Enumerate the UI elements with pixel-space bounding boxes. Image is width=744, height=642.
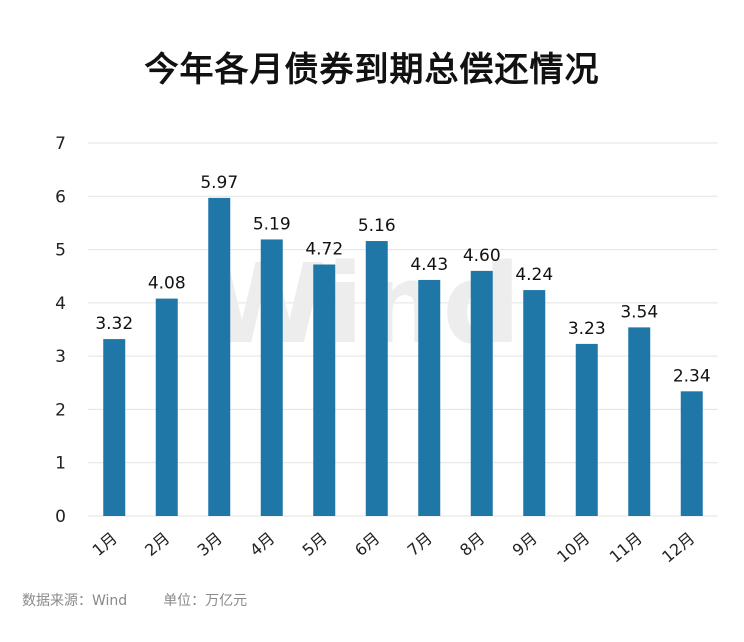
y-tick-label: 5	[55, 241, 66, 261]
watermark: Wind	[205, 240, 521, 368]
bar	[575, 343, 598, 516]
data-label: 2.34	[673, 366, 711, 386]
data-label: 3.32	[95, 314, 133, 334]
bar	[103, 339, 126, 516]
bar	[418, 279, 441, 516]
bar	[155, 298, 178, 516]
x-tick-label: 9月	[509, 529, 541, 560]
data-label: 4.08	[148, 274, 186, 294]
x-tick-label: 4月	[246, 529, 278, 560]
bar	[523, 290, 546, 516]
data-label: 4.60	[463, 246, 501, 266]
x-tick-label: 12月	[658, 529, 698, 567]
x-tick-label: 11月	[606, 529, 646, 567]
x-tick-label: 8月	[456, 529, 488, 560]
y-tick-label: 4	[55, 294, 66, 314]
y-tick-label: 6	[55, 187, 66, 207]
bar	[628, 327, 651, 516]
y-tick-label: 7	[55, 134, 66, 154]
x-axis-ticks: 1月 2月 3月 4月 5月 6月 7月 8月 9月 10月 11月 12月	[89, 529, 699, 567]
data-label: 4.72	[305, 239, 343, 259]
bar	[208, 197, 231, 517]
x-tick-label: 6月	[351, 529, 383, 560]
x-tick-label: 3月	[194, 529, 226, 560]
data-label: 5.97	[200, 173, 238, 193]
data-label: 4.24	[515, 265, 553, 285]
data-label: 3.23	[568, 319, 606, 339]
bars	[103, 197, 703, 517]
y-axis-ticks: 0 1 2 3 4 5 6 7	[55, 134, 66, 527]
y-tick-label: 2	[55, 400, 66, 420]
source-note: 数据来源：Wind	[22, 593, 128, 609]
unit-note: 单位：万亿元	[163, 593, 248, 609]
bar	[680, 391, 703, 516]
chart-title: 今年各月债券到期总偿还情况	[144, 50, 600, 90]
x-tick-label: 5月	[299, 529, 331, 560]
gridlines	[88, 142, 718, 517]
data-label: 4.43	[410, 255, 448, 275]
bar	[365, 241, 388, 516]
data-label: 3.54	[620, 302, 658, 322]
bar	[313, 264, 336, 516]
bar	[260, 239, 283, 516]
bar	[470, 270, 493, 516]
chart-footer: 数据来源：Wind 单位：万亿元	[22, 590, 247, 610]
data-label: 5.19	[253, 214, 291, 234]
x-tick-label: 7月	[404, 529, 436, 560]
y-tick-label: 3	[55, 347, 66, 367]
x-tick-label: 1月	[89, 529, 121, 560]
y-tick-label: 0	[55, 507, 66, 527]
y-tick-label: 1	[55, 454, 66, 474]
data-labels: 3.32 4.08 5.97 5.19 4.72 5.16 4.43 4.60 4.24 3.23…	[95, 173, 710, 386]
x-tick-label: 2月	[141, 529, 173, 560]
x-tick-label: 10月	[553, 529, 593, 567]
data-label: 5.16	[358, 216, 396, 236]
